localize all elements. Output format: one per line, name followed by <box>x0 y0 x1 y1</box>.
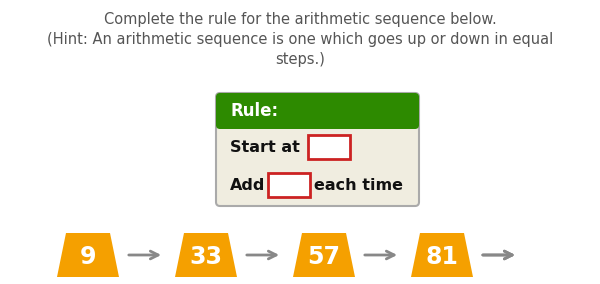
Text: 9: 9 <box>80 245 96 269</box>
Bar <box>268 173 310 197</box>
Text: (Hint: An arithmetic sequence is one which goes up or down in equal: (Hint: An arithmetic sequence is one whi… <box>47 32 553 47</box>
Text: 81: 81 <box>425 245 458 269</box>
Text: 33: 33 <box>190 245 223 269</box>
Text: 57: 57 <box>308 245 341 269</box>
Polygon shape <box>411 233 473 277</box>
Text: each time: each time <box>314 178 403 193</box>
FancyBboxPatch shape <box>216 93 419 206</box>
Text: Start at: Start at <box>230 139 300 154</box>
Text: Complete the rule for the arithmetic sequence below.: Complete the rule for the arithmetic seq… <box>104 12 496 27</box>
Bar <box>220 117 415 125</box>
Polygon shape <box>293 233 355 277</box>
Text: Add: Add <box>230 178 265 193</box>
Polygon shape <box>57 233 119 277</box>
Polygon shape <box>175 233 237 277</box>
FancyBboxPatch shape <box>216 93 419 129</box>
Text: Rule:: Rule: <box>230 102 278 120</box>
Bar <box>308 135 350 159</box>
Text: steps.): steps.) <box>275 52 325 67</box>
